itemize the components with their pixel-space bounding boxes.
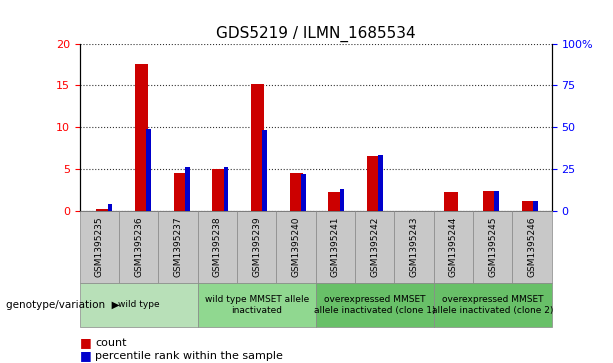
Bar: [173, 173, 187, 211]
Text: ■: ■: [80, 337, 91, 350]
Text: genotype/variation  ▶: genotype/variation ▶: [6, 300, 120, 310]
Bar: [107, 204, 112, 211]
Bar: [224, 167, 228, 211]
Text: count: count: [95, 338, 126, 348]
Bar: [135, 65, 148, 211]
Text: percentile rank within the sample: percentile rank within the sample: [95, 351, 283, 361]
Bar: [329, 192, 342, 211]
Text: GSM1395240: GSM1395240: [292, 217, 300, 277]
Text: GSM1395243: GSM1395243: [409, 217, 419, 277]
Text: GSM1395241: GSM1395241: [331, 217, 340, 277]
Bar: [147, 129, 151, 211]
Bar: [251, 83, 264, 211]
Text: ■: ■: [80, 349, 91, 362]
Bar: [340, 189, 345, 211]
Text: GSM1395237: GSM1395237: [173, 216, 183, 277]
Text: GSM1395244: GSM1395244: [449, 217, 458, 277]
Text: GSM1395245: GSM1395245: [488, 217, 497, 277]
Bar: [378, 155, 383, 211]
Bar: [522, 200, 535, 211]
Text: GSM1395239: GSM1395239: [252, 216, 261, 277]
Text: GSM1395246: GSM1395246: [528, 217, 536, 277]
Bar: [301, 174, 306, 211]
Bar: [367, 156, 381, 211]
Text: GSM1395235: GSM1395235: [95, 216, 104, 277]
Bar: [444, 192, 458, 211]
Bar: [212, 169, 226, 211]
Bar: [483, 191, 497, 211]
Bar: [185, 167, 189, 211]
Text: GSM1395238: GSM1395238: [213, 216, 222, 277]
Title: GDS5219 / ILMN_1685534: GDS5219 / ILMN_1685534: [216, 26, 416, 42]
Bar: [262, 130, 267, 211]
Bar: [495, 191, 499, 211]
Bar: [289, 173, 303, 211]
Text: wild type MMSET allele
inactivated: wild type MMSET allele inactivated: [205, 295, 309, 315]
Text: overexpressed MMSET
allele inactivated (clone 1): overexpressed MMSET allele inactivated (…: [314, 295, 435, 315]
Bar: [533, 200, 538, 211]
Bar: [96, 209, 110, 211]
Text: GSM1395242: GSM1395242: [370, 217, 379, 277]
Text: overexpressed MMSET
allele inactivated (clone 2): overexpressed MMSET allele inactivated (…: [432, 295, 554, 315]
Text: wild type: wild type: [118, 301, 159, 309]
Text: GSM1395236: GSM1395236: [134, 216, 143, 277]
